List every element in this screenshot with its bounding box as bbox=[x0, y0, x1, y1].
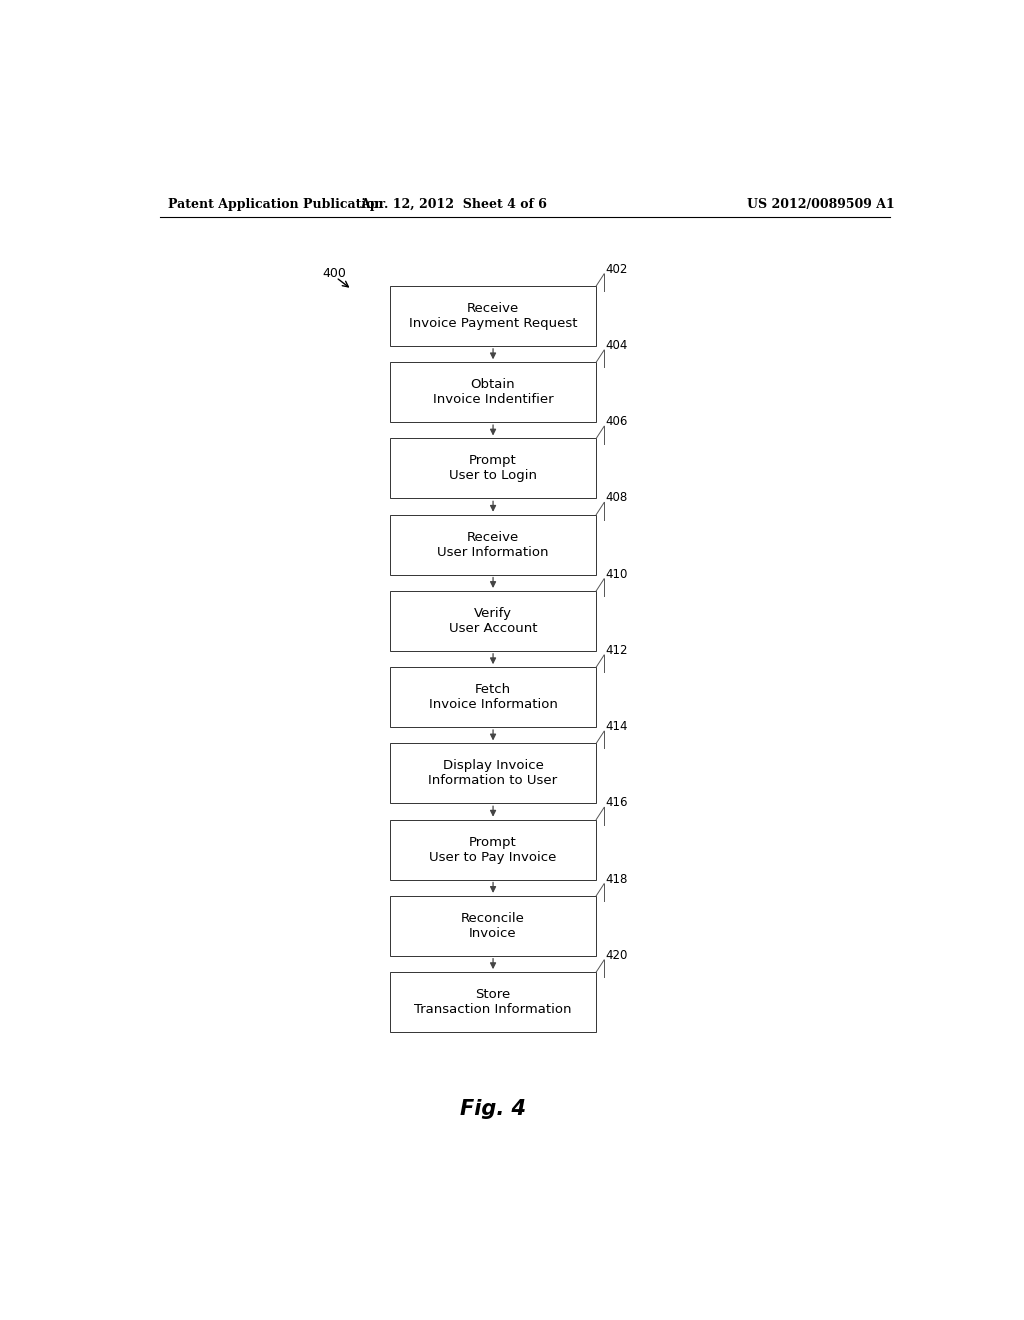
FancyBboxPatch shape bbox=[390, 820, 596, 879]
FancyBboxPatch shape bbox=[390, 438, 596, 499]
FancyBboxPatch shape bbox=[390, 286, 596, 346]
Text: 412: 412 bbox=[606, 644, 629, 657]
Text: 404: 404 bbox=[606, 339, 628, 352]
Text: Apr. 12, 2012  Sheet 4 of 6: Apr. 12, 2012 Sheet 4 of 6 bbox=[360, 198, 547, 211]
Text: 416: 416 bbox=[606, 796, 629, 809]
Text: 402: 402 bbox=[606, 263, 628, 276]
FancyBboxPatch shape bbox=[390, 515, 596, 574]
Text: 408: 408 bbox=[606, 491, 628, 504]
Text: Prompt
User to Login: Prompt User to Login bbox=[450, 454, 537, 482]
Text: Fetch
Invoice Information: Fetch Invoice Information bbox=[429, 682, 557, 711]
Text: Fig. 4: Fig. 4 bbox=[460, 1098, 526, 1119]
Text: 418: 418 bbox=[606, 873, 628, 886]
Text: Receive
User Information: Receive User Information bbox=[437, 531, 549, 558]
Text: Patent Application Publication: Patent Application Publication bbox=[168, 198, 383, 211]
Text: Display Invoice
Information to User: Display Invoice Information to User bbox=[428, 759, 558, 787]
Text: Reconcile
Invoice: Reconcile Invoice bbox=[461, 912, 525, 940]
Text: Store
Transaction Information: Store Transaction Information bbox=[415, 987, 571, 1016]
Text: 414: 414 bbox=[606, 721, 629, 733]
Text: 410: 410 bbox=[606, 568, 628, 581]
Text: 400: 400 bbox=[323, 267, 346, 280]
Text: Prompt
User to Pay Invoice: Prompt User to Pay Invoice bbox=[429, 836, 557, 863]
Text: US 2012/0089509 A1: US 2012/0089509 A1 bbox=[748, 198, 895, 211]
Text: 420: 420 bbox=[606, 949, 628, 962]
Text: 406: 406 bbox=[606, 416, 628, 428]
FancyBboxPatch shape bbox=[390, 591, 596, 651]
FancyBboxPatch shape bbox=[390, 972, 596, 1032]
Text: Obtain
Invoice Indentifier: Obtain Invoice Indentifier bbox=[433, 378, 553, 407]
FancyBboxPatch shape bbox=[390, 362, 596, 422]
FancyBboxPatch shape bbox=[390, 667, 596, 727]
FancyBboxPatch shape bbox=[390, 896, 596, 956]
FancyBboxPatch shape bbox=[390, 743, 596, 804]
Text: Receive
Invoice Payment Request: Receive Invoice Payment Request bbox=[409, 302, 578, 330]
Text: Verify
User Account: Verify User Account bbox=[449, 607, 538, 635]
